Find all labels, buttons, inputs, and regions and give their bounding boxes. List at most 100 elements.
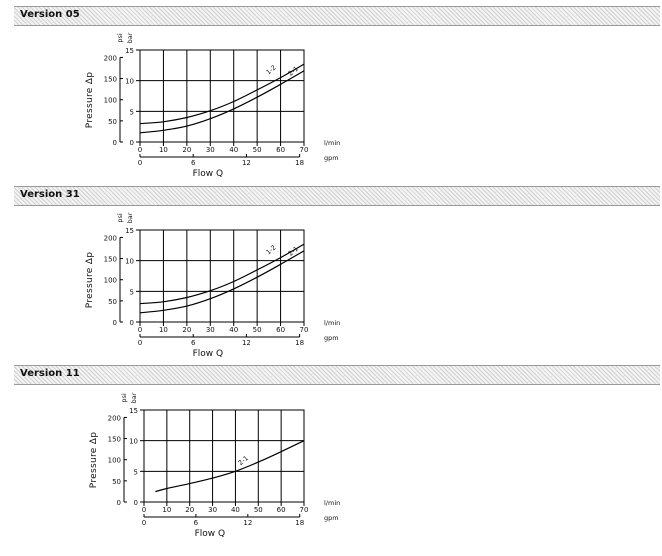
gpm-unit-label: gpm: [324, 154, 339, 162]
bar-tick-label: 15: [125, 47, 134, 55]
lmin-tick-label: 50: [253, 326, 262, 334]
bar-tick-label: 15: [125, 227, 134, 235]
bar-tick-label: 10: [125, 78, 134, 86]
lmin-tick-label: 10: [162, 506, 171, 514]
series-line-1-2: [139, 243, 305, 305]
lmin-tick-label: 70: [300, 326, 309, 334]
gpm-unit-label: gpm: [324, 334, 339, 342]
lmin-tick-label: 40: [229, 326, 238, 334]
section-title: Version 05: [20, 9, 80, 20]
psi-tick-label: 200: [108, 414, 121, 422]
plot-frame: [139, 229, 305, 323]
section-header-2: Version 31: [14, 186, 660, 206]
gpm-tick-label: 0: [142, 519, 146, 527]
lmin-tick-label: 20: [182, 326, 191, 334]
series-line-1-2: [139, 63, 305, 125]
gpm-tick-label: 12: [243, 519, 252, 527]
series-line-2-1: [139, 250, 305, 314]
lmin-tick-label: 40: [231, 506, 240, 514]
lmin-tick-label: 30: [206, 146, 215, 154]
gpm-tick-label: 0: [138, 159, 142, 167]
psi-tick-label: 200: [104, 54, 117, 62]
lmin-unit-label: l/min: [324, 319, 340, 327]
lmin-tick-label: 50: [253, 146, 262, 154]
psi-unit-label: psi: [120, 393, 128, 403]
psi-tick-label: 150: [104, 76, 117, 84]
bar-unit-label: bar: [126, 212, 134, 223]
series-label-2-1: 2-1: [287, 245, 300, 258]
psi-tick-label: 100: [108, 457, 121, 465]
series-label-1-2: 1-2: [264, 243, 277, 256]
lmin-tick-label: 20: [182, 146, 191, 154]
lmin-tick-label: 40: [229, 146, 238, 154]
bar-tick-label: 0: [130, 139, 134, 147]
bar-tick-label: 10: [125, 258, 134, 266]
psi-tick-label: 150: [108, 436, 121, 444]
psi-tick-label: 0: [117, 499, 121, 507]
bar-tick-label: 15: [129, 407, 138, 415]
section-header-1: Version 05: [14, 6, 660, 26]
section-title: Version 11: [20, 368, 80, 379]
bar-unit-label: bar: [126, 32, 134, 43]
gpm-tick-label: 0: [138, 339, 142, 347]
lmin-tick-label: 0: [142, 506, 146, 514]
gpm-tick-label: 6: [191, 159, 196, 167]
psi-tick-label: 50: [108, 118, 117, 126]
lmin-tick-label: 0: [138, 146, 142, 154]
bar-tick-label: 5: [130, 288, 134, 296]
lmin-tick-label: 60: [277, 506, 286, 514]
lmin-tick-label: 10: [159, 146, 168, 154]
gpm-tick-label: 18: [295, 159, 304, 167]
psi-unit-label: psi: [116, 33, 124, 43]
gpm-tick-label: 12: [242, 339, 251, 347]
series-line-2-1: [139, 70, 305, 134]
x-axis-title: Flow Q: [193, 169, 224, 179]
y-axis-title: Pressure Δp: [85, 72, 95, 128]
x-axis-title: Flow Q: [195, 529, 226, 539]
series-label-2-1: 2-1: [237, 454, 250, 467]
psi-tick-label: 0: [113, 139, 117, 147]
gpm-tick-label: 6: [194, 519, 199, 527]
y-axis-title: Pressure Δp: [85, 252, 95, 308]
lmin-tick-label: 30: [208, 506, 217, 514]
section-title: Version 31: [20, 189, 80, 200]
gpm-tick-label: 6: [191, 339, 196, 347]
psi-tick-label: 100: [104, 277, 117, 285]
x-axis-title: Flow Q: [193, 349, 224, 359]
psi-tick-label: 150: [104, 256, 117, 264]
psi-tick-label: 50: [108, 298, 117, 306]
lmin-unit-label: l/min: [324, 499, 340, 507]
psi-tick-label: 200: [104, 234, 117, 242]
series-line-2-1: [155, 440, 305, 493]
gpm-tick-label: 18: [295, 519, 304, 527]
psi-tick-label: 0: [113, 319, 117, 327]
section-header-3: Version 11: [14, 365, 660, 385]
lmin-tick-label: 70: [300, 506, 309, 514]
bar-tick-label: 5: [134, 468, 138, 476]
bar-tick-label: 10: [129, 438, 138, 446]
lmin-tick-label: 20: [185, 506, 194, 514]
bar-tick-label: 0: [130, 319, 134, 327]
lmin-tick-label: 70: [300, 146, 309, 154]
lmin-tick-label: 30: [206, 326, 215, 334]
plot-frame: [143, 409, 305, 503]
plot-frame: [139, 49, 305, 143]
gpm-tick-label: 12: [242, 159, 251, 167]
bar-unit-label: bar: [130, 392, 138, 403]
lmin-tick-label: 60: [276, 146, 285, 154]
gpm-tick-label: 18: [295, 339, 304, 347]
psi-tick-label: 50: [112, 478, 121, 486]
lmin-tick-label: 10: [159, 326, 168, 334]
psi-unit-label: psi: [116, 213, 124, 223]
bar-tick-label: 5: [130, 108, 134, 116]
y-axis-title: Pressure Δp: [89, 432, 99, 488]
series-label-1-2: 1-2: [264, 63, 277, 76]
bar-tick-label: 0: [134, 499, 138, 507]
lmin-tick-label: 50: [254, 506, 263, 514]
lmin-tick-label: 0: [138, 326, 142, 334]
lmin-unit-label: l/min: [324, 139, 340, 147]
lmin-tick-label: 60: [276, 326, 285, 334]
psi-tick-label: 100: [104, 97, 117, 105]
